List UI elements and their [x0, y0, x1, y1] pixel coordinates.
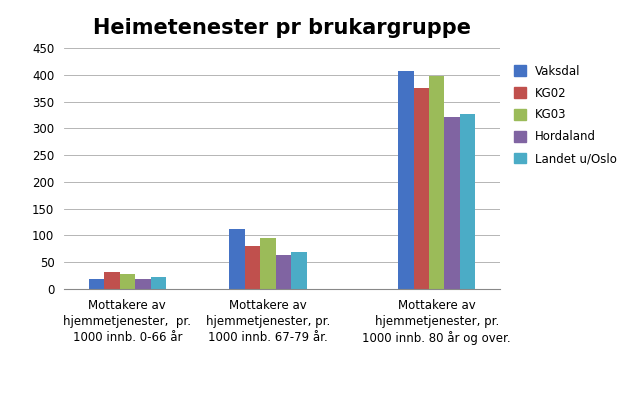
Legend: Vaksdal, KG02, KG03, Hordaland, Landet u/Oslo: Vaksdal, KG02, KG03, Hordaland, Landet u…	[510, 61, 620, 169]
Bar	[104, 272, 120, 289]
Bar	[229, 229, 245, 289]
Bar	[135, 279, 151, 289]
Bar	[88, 279, 104, 289]
Bar	[151, 277, 166, 289]
Bar	[429, 76, 444, 289]
Bar	[460, 114, 476, 289]
Bar	[276, 255, 291, 289]
Bar	[260, 238, 276, 289]
Bar	[444, 117, 460, 289]
Title: Heimetenester pr brukargruppe: Heimetenester pr brukargruppe	[93, 18, 471, 38]
Bar	[398, 71, 413, 289]
Bar	[413, 88, 429, 289]
Bar	[120, 274, 135, 289]
Bar	[245, 246, 260, 289]
Bar	[291, 252, 306, 289]
